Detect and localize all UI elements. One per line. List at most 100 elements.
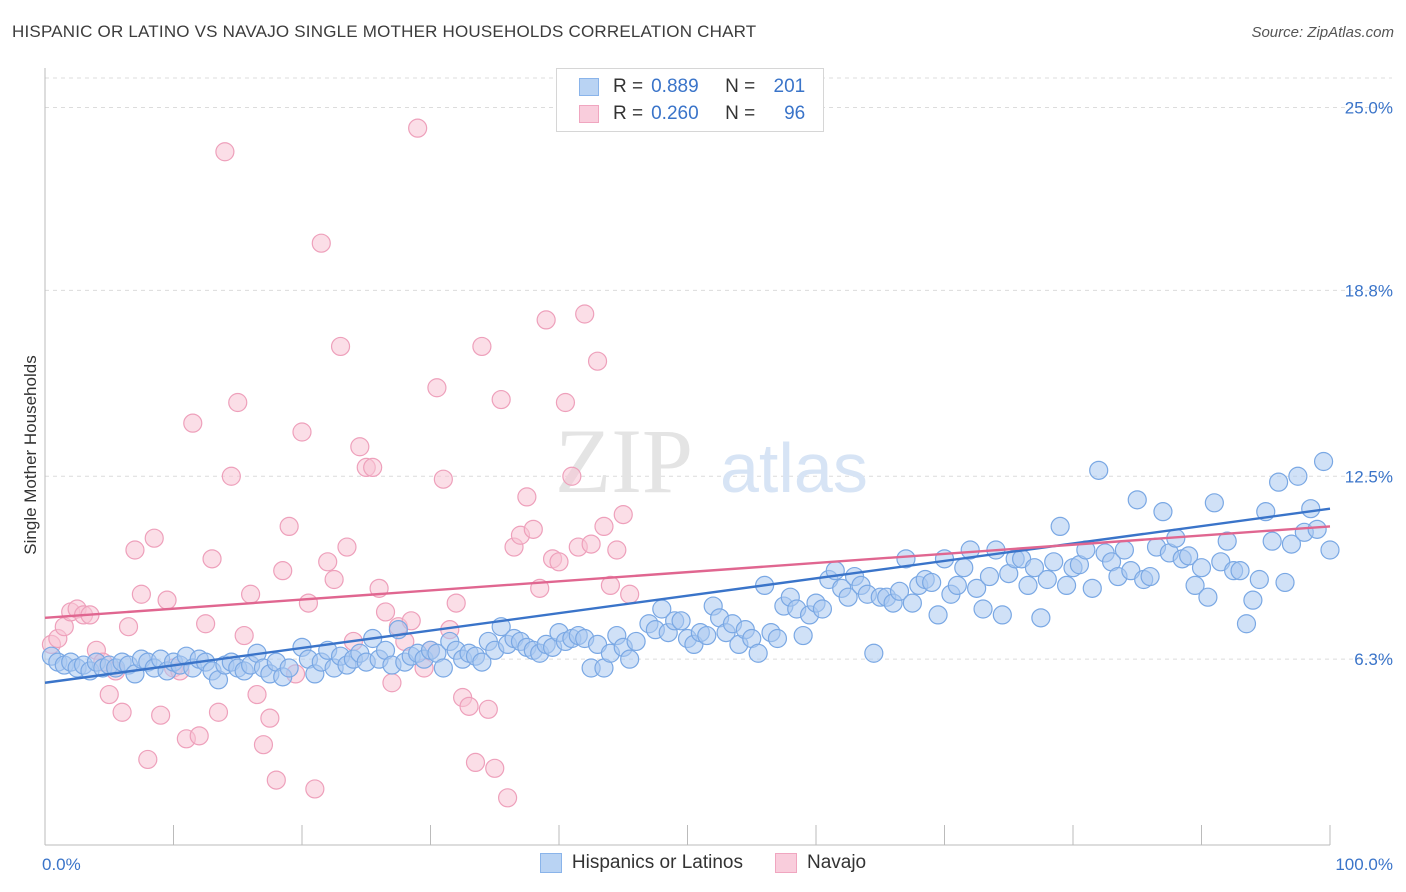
legend-n-label: N = (725, 76, 756, 97)
y-tick-label: 6.3% (1354, 650, 1393, 669)
hispanic-point (967, 578, 987, 598)
navajo-point (305, 779, 325, 799)
hispanic-point (838, 587, 858, 607)
navajo-point (472, 336, 492, 357)
hispanic-point (1127, 490, 1147, 510)
legend-swatch-blue (539, 853, 562, 873)
legend-r-value: 0.260 (651, 103, 699, 124)
navajo-point (241, 584, 261, 604)
navajo-point (498, 788, 518, 808)
hispanic-point (1018, 575, 1038, 596)
hispanic-point (1307, 519, 1327, 539)
hispanic-point (472, 652, 492, 672)
navajo-point (427, 378, 447, 398)
hispanic-point (620, 649, 640, 669)
navajo-point (247, 684, 267, 705)
hispanic-point (812, 599, 833, 619)
navajo-point (600, 575, 621, 596)
hispanic-point (928, 605, 948, 625)
hispanic-point (279, 658, 299, 678)
navajo-point (620, 584, 640, 604)
hispanic-point (1288, 466, 1308, 486)
hispanic-point (1249, 569, 1269, 590)
legend-item-hispanic: Hispanics or Latinos (539, 852, 743, 874)
navajo-point (196, 614, 216, 634)
hispanic-point (1179, 546, 1199, 566)
hispanic-point (1275, 572, 1295, 593)
hispanic-point (864, 643, 884, 663)
navajo-points (41, 118, 640, 808)
navajo-point (279, 516, 299, 537)
y-tick-label: 18.8% (1345, 281, 1393, 300)
axes (44, 68, 1331, 846)
series-legend: Hispanics or Latinos Navajo (0, 852, 1406, 874)
legend-item-navajo: Navajo (774, 852, 867, 874)
hispanic-point (697, 625, 717, 646)
chart-title: HISPANIC OR LATINO VS NAVAJO SINGLE MOTH… (12, 22, 757, 41)
hispanic-point (1024, 558, 1045, 578)
navajo-point (253, 735, 274, 755)
legend-n-value: 201 (773, 76, 806, 97)
x-tick-label: 100.0% (1335, 855, 1393, 874)
navajo-point (446, 593, 466, 613)
navajo-point (221, 466, 241, 486)
y-tick-label: 25.0% (1345, 99, 1393, 118)
hispanic-point (767, 628, 788, 649)
legend-swatch-pink (774, 853, 797, 873)
navajo-point (485, 758, 505, 778)
navajo-point (375, 602, 396, 622)
y-tick-labels: 6.3% 12.5% 18.8% 25.0% (1345, 99, 1393, 670)
hispanic-point (1191, 558, 1212, 578)
navajo-point (523, 519, 543, 539)
hispanic-point (1153, 502, 1173, 522)
legend-label-navajo: Navajo (806, 852, 867, 873)
navajo-point (478, 699, 498, 719)
navajo-point (292, 422, 312, 442)
hispanic-point (1236, 614, 1257, 634)
legend-row-navajo: R = 0.260 N = 96 (579, 102, 805, 126)
navajo-point (138, 749, 158, 770)
navajo-point (324, 569, 344, 590)
hispanic-point (1114, 540, 1135, 560)
hispanic-point (1281, 534, 1302, 554)
hispanic-point (1313, 451, 1334, 472)
navajo-point (125, 540, 145, 560)
navajo-point (234, 625, 254, 646)
navajo-point (382, 673, 402, 693)
navajo-point (607, 540, 627, 560)
legend-swatch-pink (579, 105, 599, 123)
navajo-point (118, 617, 139, 637)
legend-r-label: R = (613, 76, 644, 97)
navajo-point (228, 392, 248, 413)
chart-source: Source: ZipAtlas.com (1251, 24, 1394, 41)
hispanic-point (1089, 460, 1109, 480)
navajo-point (330, 336, 351, 357)
watermark-zip: ZIP (555, 410, 693, 512)
navajo-point (459, 696, 479, 716)
navajo-trend-line (44, 525, 1331, 620)
navajo-point (215, 142, 235, 162)
correlation-legend: R = 0.889 N = 201 R = 0.260 N = 96 (556, 68, 824, 132)
hispanic-point (1204, 493, 1224, 513)
navajo-point (549, 552, 569, 572)
hispanic-point (1044, 552, 1064, 572)
hispanic-point (896, 549, 916, 569)
hispanic-point (793, 625, 813, 646)
hispanic-point (954, 558, 974, 578)
y-axis-label: Single Mother Households (21, 355, 40, 554)
navajo-point (260, 708, 280, 728)
hispanic-point (1140, 566, 1160, 587)
hispanic-point (1230, 561, 1250, 581)
navajo-point (208, 702, 229, 722)
legend-row-hispanic: R = 0.889 N = 201 (579, 75, 805, 99)
navajo-point (433, 469, 453, 489)
hispanic-point (1268, 472, 1289, 492)
hispanic-point (960, 540, 980, 560)
navajo-point (613, 504, 633, 525)
trend-lines (44, 507, 1331, 684)
navajo-point (575, 304, 595, 324)
navajo-point (311, 233, 331, 253)
hispanic-point (1198, 587, 1218, 607)
hispanic-point (1185, 575, 1205, 596)
legend-r-label: R = (613, 103, 644, 124)
